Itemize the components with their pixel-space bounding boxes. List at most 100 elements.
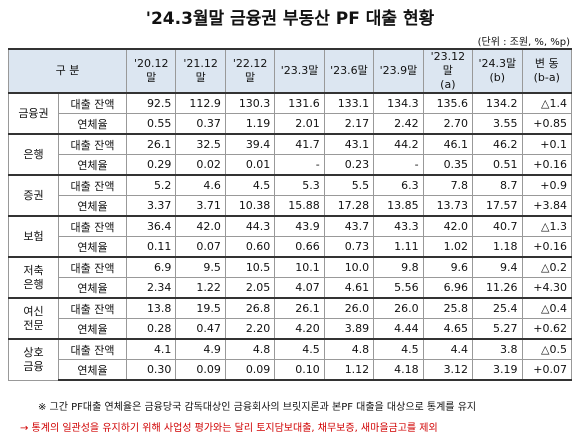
table-row: 저축 은행 대출 잔액 6.9 9.5 10.5 10.1 10.0 9.8 9.6 9.4 △0.… [8,256,572,299]
cell: 9.6 [422,256,474,278]
cell: △0.4 [521,297,572,319]
cell: 4.9 [175,338,226,360]
table-row: 연체율 0.30 0.09 0.09 0.10 1.12 4.18 3.12 3.19 +0.07 [9,359,572,381]
cell: 4.07 [274,277,325,299]
table-row: 금융권 대출 잔액 92.5 112.9 130.3 131.6 133.1 134.3 135… [8,92,572,135]
cell: 0.09 [175,359,226,381]
cell: 26.1 [125,133,177,155]
row-label: 연체율 [58,318,127,340]
cell: 135.6 [422,92,474,114]
cell: 42.0 [175,215,226,237]
group-label: 금융권 [8,92,59,135]
row-label: 대출 잔액 [58,92,127,114]
cell: 1.22 [175,277,226,299]
cell: 43.1 [323,133,375,155]
cell: 5.3 [274,174,325,196]
cell: 46.1 [422,133,474,155]
cell: 3.71 [175,195,226,217]
cell: 25.8 [422,297,474,319]
cell: 32.5 [175,133,226,155]
row-label: 연체율 [58,195,127,217]
cell: - [274,154,325,176]
group-label: 보험 [8,215,59,258]
cell: 1.12 [323,359,375,381]
cell: 4.4 [422,338,474,360]
cell: 4.20 [274,318,325,340]
cell: 0.66 [274,236,325,258]
cell: 130.3 [224,92,276,114]
cell: 17.28 [323,195,375,217]
cell: 13.73 [422,195,474,217]
cell: 0.11 [125,236,177,258]
group-label: 은행 [8,133,59,176]
cell: 10.0 [323,256,375,278]
row-label: 대출 잔액 [58,338,127,360]
cell: 26.1 [274,297,325,319]
cell: 0.73 [323,236,375,258]
column-header: '23.9말 [373,48,424,94]
cell: 5.56 [373,277,424,299]
cell: 0.51 [472,154,523,176]
table-row: 연체율 2.34 1.22 2.05 4.07 4.61 5.56 6.96 11.26 +4.3… [9,277,572,299]
cell: 0.30 [125,359,177,381]
cell: 46.2 [472,133,523,155]
cell: 4.61 [323,277,375,299]
group-label: 저축 은행 [8,256,59,299]
table-row: 보험 대출 잔액 36.4 42.0 44.3 43.9 43.7 43.3 42.0 40.7 △… [8,215,572,258]
cell: 11.26 [472,277,523,299]
cell: 44.3 [224,215,276,237]
cell: 4.18 [373,359,424,381]
cell: 0.07 [175,236,226,258]
row-label: 대출 잔액 [58,215,127,237]
cell: 15.88 [274,195,325,217]
cell: 0.28 [125,318,177,340]
cell: 26.0 [373,297,424,319]
cell: 4.1 [125,338,177,360]
cell: 4.5 [373,338,424,360]
column-header: '20.12말 [125,48,177,94]
cell: 2.42 [373,113,424,135]
cell: 5.5 [323,174,375,196]
cell: 134.2 [472,92,523,114]
row-label: 대출 잔액 [58,297,127,319]
column-header: '24.3말 (b) [472,48,523,94]
cell: +0.62 [521,318,572,340]
footnote: → 통계의 일관성을 유지하기 위해 사업성 평가와는 달리 토지담보대출, 채… [20,423,438,434]
column-header: 구 분 [8,48,127,94]
column-header: '21.12말 [175,48,226,94]
cell: 41.7 [274,133,325,155]
table-row: 여신 전문 대출 잔액 13.8 19.5 26.8 26.1 26.0 26.0 25.8 25… [8,297,572,340]
column-header: '23.3말 [274,48,325,94]
cell: 13.85 [373,195,424,217]
cell: +0.1 [521,133,572,155]
cell: 40.7 [472,215,523,237]
cell: 1.18 [472,236,523,258]
cell: +0.07 [521,359,572,381]
cell: △0.5 [521,338,572,360]
cell: 4.5 [274,338,325,360]
cell: 134.3 [373,92,424,114]
cell: 3.55 [472,113,523,135]
cell: △1.3 [521,215,572,237]
cell: 0.10 [274,359,325,381]
table-row: 연체율 0.55 0.37 1.19 2.01 2.17 2.42 2.70 3.55 +0.85 [9,113,572,135]
cell: 7.8 [422,174,474,196]
row-label: 연체율 [58,154,127,176]
cell: 4.8 [323,338,375,360]
cell: 3.89 [323,318,375,340]
cell: 43.7 [323,215,375,237]
cell: 92.5 [125,92,177,114]
cell: 2.20 [224,318,276,340]
cell: 17.57 [472,195,523,217]
cell: 112.9 [175,92,226,114]
cell: 10.38 [224,195,276,217]
cell: - [373,154,424,176]
cell: 2.70 [422,113,474,135]
group-label: 여신 전문 [8,297,59,340]
table-row: 연체율 0.28 0.47 2.20 4.20 3.89 4.44 4.65 5.27 +0.62 [9,318,572,340]
cell: 10.1 [274,256,325,278]
cell: 4.5 [224,174,276,196]
row-label: 대출 잔액 [58,174,127,196]
cell: 10.5 [224,256,276,278]
